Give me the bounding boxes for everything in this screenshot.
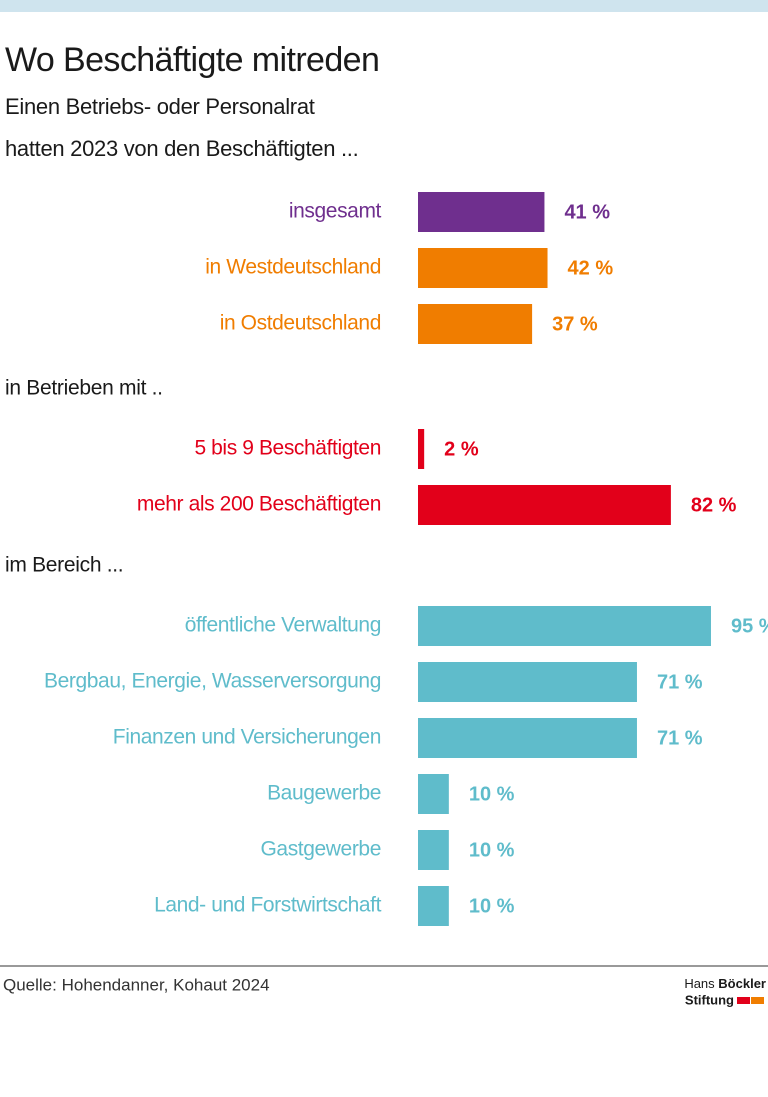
category-label: Land- und Forstwirtschaft (154, 894, 382, 917)
source: Quelle: Hohendanner, Kohaut 2024 (3, 975, 270, 994)
value-label: 71 % (657, 727, 703, 749)
category-label: Finanzen und Versicherungen (113, 726, 381, 749)
value-label: 41 % (564, 201, 610, 223)
category-label: öffentliche Verwaltung (185, 614, 381, 637)
logo-line1: Hans Böckler (684, 976, 766, 991)
value-label: 37 % (552, 313, 598, 335)
value-label: 82 % (691, 494, 737, 516)
bar (418, 429, 425, 469)
bar (418, 830, 449, 870)
category-label: mehr als 200 Beschäftigten (137, 493, 381, 516)
section-heading: im Bereich ... (5, 554, 123, 577)
value-label: 71 % (657, 671, 703, 693)
category-label: Gastgewerbe (260, 838, 381, 861)
value-label: 10 % (469, 839, 515, 861)
value-label: 10 % (469, 895, 515, 917)
category-label: in Westdeutschland (205, 256, 381, 279)
bar (418, 662, 637, 702)
section-heading: in Betrieben mit .. (5, 377, 163, 400)
subtitle: Einen Betriebs- oder Personalrat (5, 94, 315, 119)
logo-mark (751, 997, 764, 1004)
subtitle: hatten 2023 von den Beschäftigten ... (5, 136, 358, 161)
bar (418, 192, 545, 232)
logo-text: Böckler (718, 976, 766, 991)
logo-text: Hans (684, 976, 715, 991)
value-label: 10 % (469, 783, 515, 805)
bar (418, 886, 449, 926)
category-label: Bergbau, Energie, Wasserversorgung (44, 670, 381, 693)
bar (418, 774, 449, 814)
value-label: 95 % (731, 615, 768, 637)
bar (418, 718, 637, 758)
category-label: insgesamt (289, 200, 382, 223)
category-label: Baugewerbe (267, 782, 381, 805)
bar (418, 485, 671, 525)
title: Wo Beschäftigte mitreden (5, 41, 379, 79)
bar (418, 304, 533, 344)
bar (418, 248, 548, 288)
bar (418, 606, 711, 646)
value-label: 2 % (444, 438, 479, 460)
logo-mark (737, 997, 750, 1004)
logo-line2: Stiftung (685, 992, 734, 1007)
category-label: in Ostdeutschland (220, 312, 381, 335)
value-label: 42 % (568, 257, 614, 279)
category-label: 5 bis 9 Beschäftigten (194, 437, 381, 460)
top-band (0, 0, 768, 12)
